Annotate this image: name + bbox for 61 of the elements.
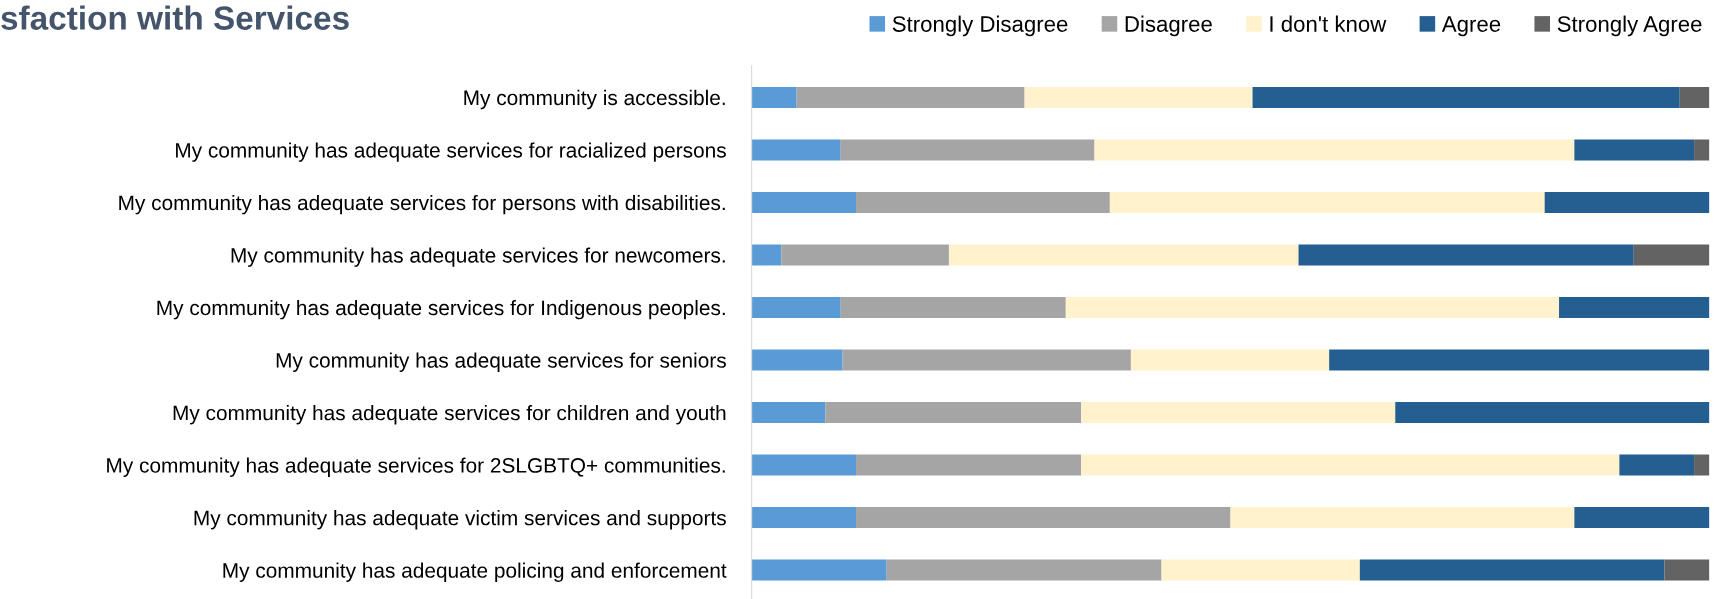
bar — [1574, 139, 1695, 161]
bar — [751, 139, 841, 161]
bar — [1109, 191, 1545, 213]
bar — [751, 559, 887, 581]
bar — [1664, 559, 1710, 581]
bar — [856, 507, 1231, 529]
bar — [1094, 139, 1575, 161]
bar — [751, 244, 782, 266]
bar — [751, 402, 826, 424]
bar — [1694, 454, 1710, 476]
bar — [751, 454, 857, 476]
y-tick-label: My community has adequate services for children and youth — [173, 404, 726, 425]
y-tick-label: My community is accessible. — [464, 89, 725, 110]
legend-label: I don't know — [1270, 15, 1387, 32]
bar — [1081, 454, 1620, 476]
y-tick-label: My community has adequate services for seniors — [276, 352, 726, 372]
bar — [1161, 559, 1360, 581]
bar — [842, 349, 1131, 371]
bar — [751, 86, 797, 108]
bar — [1679, 86, 1710, 108]
bar — [751, 507, 857, 529]
y-tick-label: My community has adequate services for persons with disabilities. — [119, 194, 725, 215]
legend-label: Strongly Agree — [1557, 15, 1702, 37]
bar — [1559, 296, 1710, 318]
bar — [1130, 349, 1330, 371]
y-tick-label: My community has adequate services for Indigenous peoples. — [157, 299, 725, 320]
bar — [1065, 296, 1560, 318]
bar — [840, 296, 1066, 318]
bar — [1298, 244, 1634, 266]
bar — [886, 559, 1162, 581]
y-tick-label: My community has adequate services for racialized persons — [176, 142, 726, 162]
bar — [751, 349, 843, 371]
bar — [781, 244, 949, 266]
bar — [1359, 559, 1665, 581]
bar — [1081, 402, 1396, 424]
legend-label: Agree — [1441, 16, 1501, 37]
bar — [1633, 244, 1710, 266]
legend-label: Strongly Disagree — [892, 15, 1068, 37]
bar — [751, 191, 857, 213]
legend-label: Disagree — [1125, 15, 1212, 37]
bar — [1395, 402, 1710, 424]
y-tick-label: My community has adequate policing and enforcement — [223, 562, 727, 582]
bar — [948, 244, 1299, 266]
bar — [796, 86, 1025, 108]
bar — [1619, 454, 1695, 476]
bar — [856, 454, 1082, 476]
y-tick-label: My community has adequate victim services and supports — [194, 510, 726, 530]
y-tick-label: My community has adequate services for 2SLGBTQ+ communities. — [107, 457, 725, 477]
bar — [1329, 349, 1710, 371]
bar — [825, 402, 1082, 424]
text: sfaction with Services — [1, 5, 349, 30]
bar — [1544, 191, 1710, 213]
bar — [1574, 507, 1710, 529]
y-tick-label: My community has adequate services for newcomers. — [231, 247, 725, 267]
bar — [856, 191, 1110, 213]
bar — [840, 139, 1095, 161]
bar — [1252, 86, 1680, 108]
bar — [751, 296, 841, 318]
bar — [1694, 139, 1710, 161]
bar — [1024, 86, 1253, 108]
bar — [1230, 507, 1575, 529]
